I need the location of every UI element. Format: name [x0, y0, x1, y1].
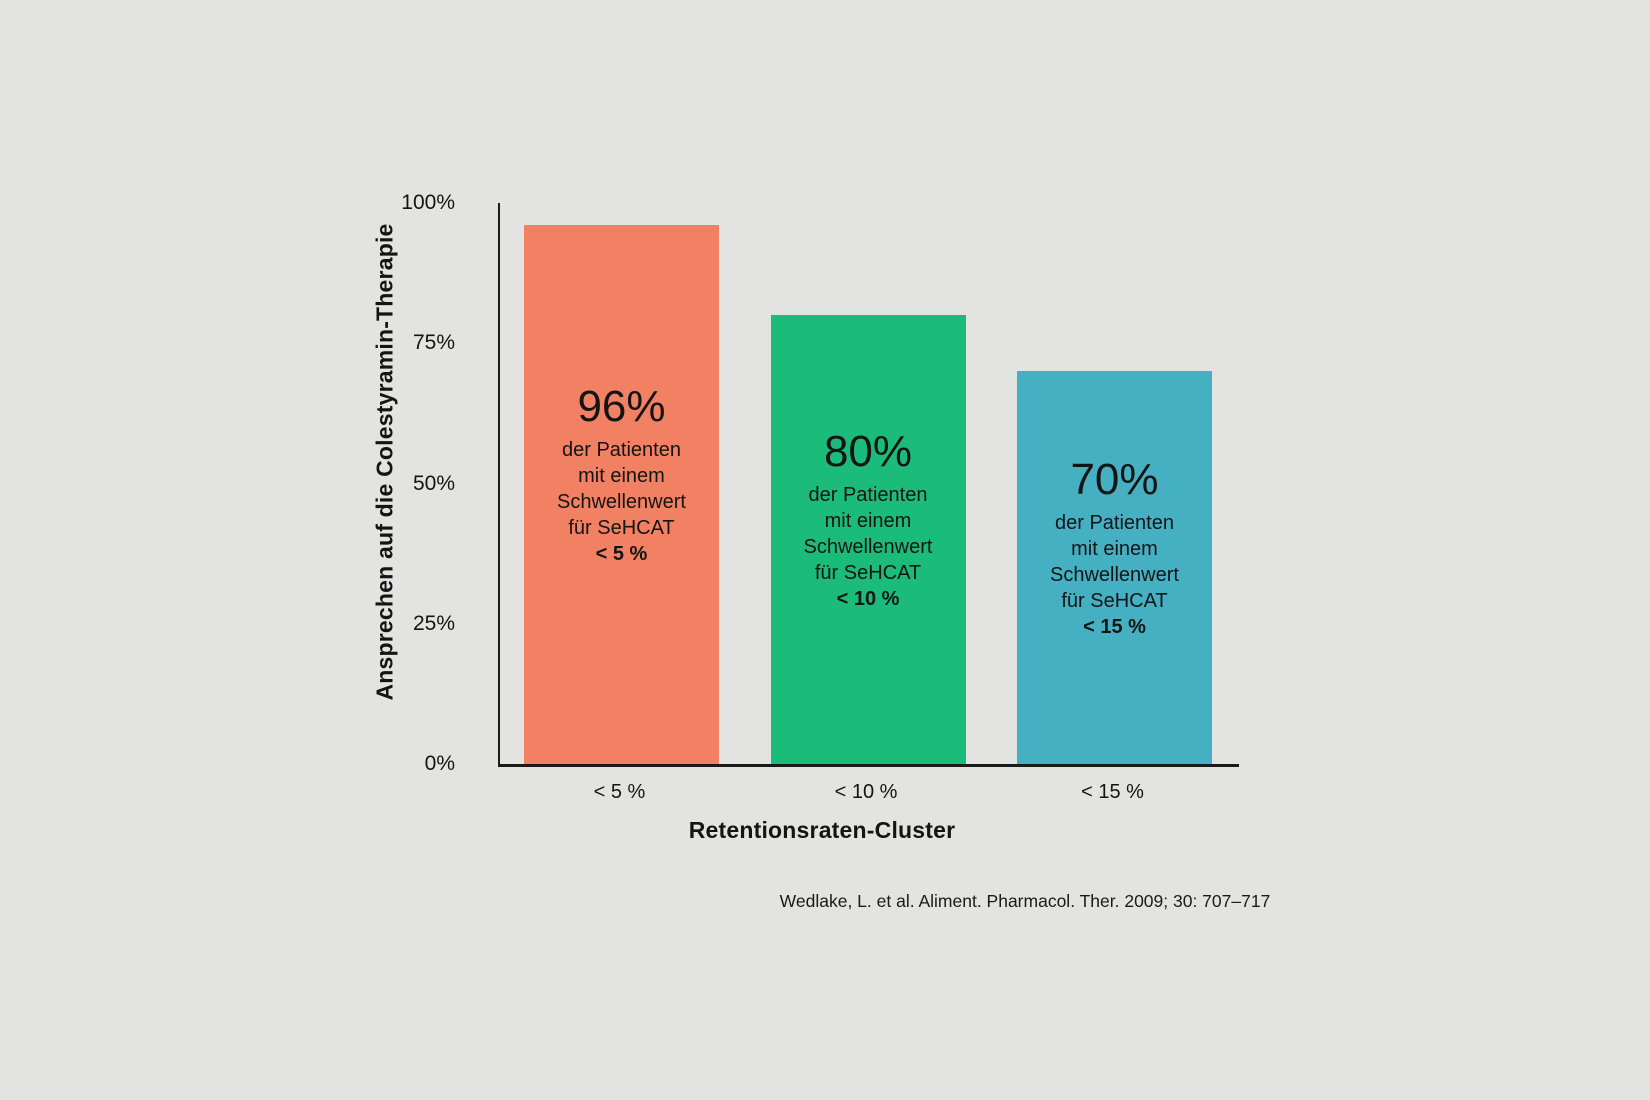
bar-description-line: mit einem	[578, 465, 665, 488]
x-axis-tick-labels: < 5 % < 10 % < 15 %	[498, 764, 1237, 804]
bar-description-line: für SeHCAT	[814, 562, 922, 585]
bar-value-label: 96%	[577, 382, 666, 432]
y-tick-label-100: 100%	[401, 191, 455, 214]
citation-text: Wedlake, L. et al. Aliment. Pharmacol. T…	[779, 891, 1271, 911]
bar-description-line: der Patienten	[562, 439, 681, 462]
bar-description-line: mit einem	[824, 510, 912, 533]
bar-2: 80% der Patienten mit einem Schwellenwert fü…	[770, 315, 966, 764]
bar-value-label: 70%	[1070, 455, 1159, 505]
y-tick-label-0: 0%	[424, 752, 455, 775]
bar-description-line: Schwellenwert	[803, 536, 933, 559]
x-axis-title: Retentionsraten-Cluster	[688, 817, 956, 843]
bar-description-line: für SeHCAT	[568, 517, 675, 540]
y-tick-label-75: 75%	[412, 331, 455, 355]
bar-value-label: 80%	[823, 426, 913, 476]
bar-description-line: Schwellenwert	[557, 491, 686, 514]
y-tick-label-25: 25%	[412, 611, 455, 635]
bar-threshold-label: < 5 %	[595, 543, 648, 566]
bar-description-line: Schwellenwert	[1050, 564, 1179, 587]
y-axis-tick-labels: 100% 75% 50% 25% 0%	[330, 191, 455, 775]
bar-description-line: der Patienten	[808, 484, 928, 507]
bar-threshold-label: < 15 %	[1083, 616, 1146, 639]
x-tick-label-3: < 15 %	[1081, 781, 1144, 803]
x-tick-label-1: < 5 %	[593, 781, 646, 803]
bar-description-line: für SeHCAT	[1061, 590, 1168, 613]
bar-3: 70% der Patienten mit einem Schwellenwert fü…	[1017, 371, 1212, 764]
plot-area: 96% der Patienten mit einem Schwellenwert fü…	[498, 203, 1239, 767]
bar-threshold-label: < 10 %	[836, 588, 900, 611]
y-tick-label-50: 50%	[412, 471, 455, 495]
x-tick-label-2: < 10 %	[834, 781, 898, 803]
bar-description-line: der Patienten	[1055, 512, 1174, 535]
bar-description-line: mit einem	[1071, 538, 1158, 561]
bar-1: 96% der Patienten mit einem Schwellenwert fü…	[524, 225, 719, 764]
